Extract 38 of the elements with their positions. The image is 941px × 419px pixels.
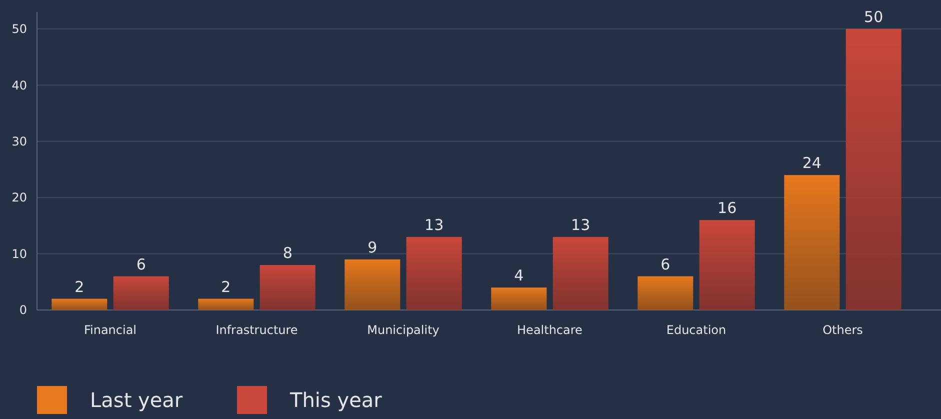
y-tick-label: 20 — [12, 190, 27, 205]
bar — [113, 276, 169, 310]
bar — [846, 28, 902, 310]
bar — [406, 236, 462, 310]
data-label: 24 — [802, 154, 822, 172]
bar — [344, 259, 400, 310]
data-label: 9 — [368, 238, 378, 256]
x-tick-label: Infrastructure — [216, 323, 298, 337]
data-label: 16 — [718, 199, 737, 218]
data-label: 6 — [136, 255, 146, 274]
data-label: 13 — [571, 216, 590, 234]
bar — [552, 236, 608, 310]
y-tick-label: 40 — [12, 78, 27, 92]
legend-label: Last year — [90, 388, 184, 412]
bar — [52, 298, 108, 310]
x-tick-label: Municipality — [367, 323, 440, 337]
x-tick-label: Healthcare — [517, 323, 582, 337]
x-tick-label: Others — [822, 323, 863, 337]
y-tick-label: 0 — [19, 303, 27, 318]
legend-label: This year — [289, 388, 383, 412]
data-label: 2 — [74, 278, 84, 296]
data-label: 4 — [514, 266, 524, 285]
data-label: 2 — [221, 278, 231, 296]
bar — [699, 220, 755, 310]
data-label: 8 — [282, 244, 292, 262]
x-tick-label: Education — [666, 323, 726, 337]
x-tick-label: Financial — [84, 323, 137, 337]
data-label: 50 — [864, 8, 884, 26]
bar — [638, 276, 694, 310]
bar — [198, 298, 254, 310]
y-tick-label: 30 — [12, 134, 27, 149]
data-label: 6 — [660, 255, 670, 274]
bar — [784, 175, 840, 310]
bar — [491, 288, 547, 310]
y-tick-label: 50 — [12, 22, 27, 36]
y-tick-label: 10 — [12, 246, 27, 261]
bar — [260, 265, 316, 310]
data-label: 13 — [424, 216, 444, 234]
